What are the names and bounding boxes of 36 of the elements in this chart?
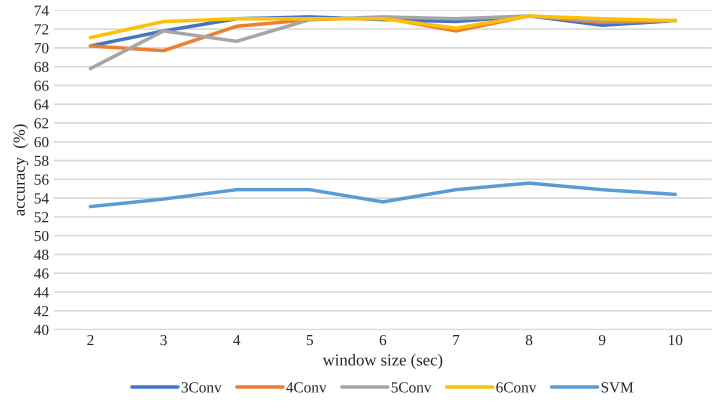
x-axis-title: window size (sec): [322, 354, 442, 369]
y-tick-label: 48: [34, 250, 48, 260]
legend-label: SVM: [602, 382, 634, 393]
x-tick-label: 6: [380, 334, 386, 346]
x-tick-label: 10: [668, 334, 682, 346]
y-tick-label: 50: [34, 230, 48, 242]
y-tick-label: 40: [34, 324, 48, 336]
x-tick-label: 9: [598, 334, 606, 346]
y-tick-label: 60: [34, 136, 48, 148]
y-tick-label: 44: [34, 287, 49, 298]
x-tick-label: 8: [526, 334, 532, 346]
x-tick-label: 4: [233, 335, 240, 346]
legend-label: 6Conv: [496, 382, 536, 393]
x-tick-label: 2: [87, 334, 94, 346]
legend-label: 4Conv: [286, 382, 327, 393]
y-tick-label: 52: [34, 212, 48, 222]
y-tick-label: 62: [34, 118, 48, 128]
y-tick-label: 58: [34, 156, 48, 166]
y-tick-label: 66: [34, 80, 49, 91]
y-tick-label: 68: [34, 62, 48, 72]
y-tick-label: 70: [34, 43, 48, 54]
y-tick-label: 56: [34, 174, 49, 185]
x-tick-label: 3: [160, 334, 167, 346]
y-tick-label: 46: [34, 268, 49, 279]
line-series: [88, 181, 677, 208]
x-tick-label: 5: [306, 335, 313, 346]
y-axis-title: accuracy (%): [13, 124, 28, 216]
legend-label: 3Conv: [182, 382, 222, 393]
y-tick-label: 54: [34, 193, 49, 204]
x-tick-label: 7: [453, 335, 460, 346]
y-tick-label: 42: [34, 306, 48, 316]
y-tick-label: 72: [34, 24, 48, 34]
legend-label: 5Conv: [392, 382, 432, 393]
line-series: [88, 14, 677, 40]
y-tick-label: 64: [34, 99, 49, 110]
y-tick-label: 74: [34, 6, 49, 16]
